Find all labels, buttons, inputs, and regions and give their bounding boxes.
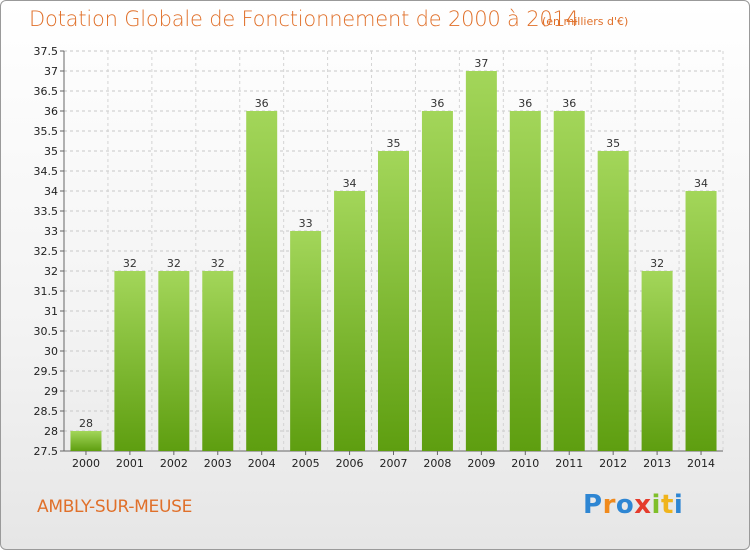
bar xyxy=(465,71,497,451)
bar xyxy=(246,111,278,451)
bars xyxy=(70,71,717,451)
bar-value-label: 34 xyxy=(343,177,357,190)
y-tick-label: 34.5 xyxy=(34,165,59,178)
bar-value-label: 35 xyxy=(606,137,620,150)
y-tick-label: 33 xyxy=(44,225,58,238)
y-tick-label: 37.5 xyxy=(34,45,59,58)
y-tick-label: 34 xyxy=(44,185,58,198)
bar-value-label: 34 xyxy=(694,177,708,190)
bar-value-label: 33 xyxy=(299,217,313,230)
y-tick-label: 32 xyxy=(44,265,58,278)
x-tick-label: 2005 xyxy=(292,457,320,470)
logo-letter: i xyxy=(673,490,684,520)
y-tick-label: 35.5 xyxy=(34,125,59,138)
bar-value-label: 32 xyxy=(211,257,225,270)
bar xyxy=(509,111,541,451)
y-tick-label: 31 xyxy=(44,305,58,318)
bar xyxy=(158,271,190,451)
x-tick-label: 2008 xyxy=(423,457,451,470)
y-tick-label: 32.5 xyxy=(34,245,59,258)
chart-title: Dotation Globale de Fonctionnement de 20… xyxy=(29,7,579,31)
bar xyxy=(202,271,234,451)
proxiti-logo[interactable]: Proxiti xyxy=(583,490,683,520)
y-tick-label: 30 xyxy=(44,345,58,358)
axes: 27.5 28 28.5 29 29.5 30 30.5 31 31.5 32 32.5 33 33.5… xyxy=(34,45,723,470)
x-tick-label: 2000 xyxy=(72,457,100,470)
data-labels: 28 32 32 32 36 33 34 35 36 37 36 36 35 32 34 xyxy=(79,57,708,430)
x-tick-label: 2007 xyxy=(380,457,408,470)
y-tick-label: 37 xyxy=(44,65,58,78)
bar xyxy=(685,191,717,451)
x-tick-label: 2002 xyxy=(160,457,188,470)
y-tick-label: 36 xyxy=(44,105,58,118)
bar-value-label: 37 xyxy=(474,57,488,70)
y-tick-label: 29.5 xyxy=(34,365,59,378)
y-tick-label: 28.5 xyxy=(34,405,59,418)
logo-letter: r xyxy=(602,490,616,520)
bar xyxy=(114,271,146,451)
y-tick-label: 28 xyxy=(44,425,58,438)
x-tick-label: 2011 xyxy=(555,457,583,470)
y-tick-label: 29 xyxy=(44,385,58,398)
bar xyxy=(378,151,409,451)
commune-name: AMBLY-SUR-MEUSE xyxy=(37,497,193,517)
bar-value-label: 36 xyxy=(430,97,444,110)
logo-letter: P xyxy=(583,490,603,520)
bar-value-label: 32 xyxy=(123,257,137,270)
y-tick-label: 30.5 xyxy=(34,325,59,338)
logo-letter: o xyxy=(615,490,635,520)
x-tick-label: 2010 xyxy=(511,457,539,470)
bar-value-label: 36 xyxy=(255,97,269,110)
bar-value-label: 28 xyxy=(79,417,93,430)
chart-subtitle: (en milliers d'€) xyxy=(542,15,629,28)
x-tick-label: 2012 xyxy=(599,457,627,470)
x-tick-label: 2009 xyxy=(467,457,495,470)
logo-letter: t xyxy=(660,490,674,520)
bar-value-label: 35 xyxy=(387,137,401,150)
bar-value-label: 32 xyxy=(650,257,664,270)
bar xyxy=(597,151,629,451)
bar xyxy=(334,191,366,451)
logo-letter: x xyxy=(634,490,652,520)
x-tick-label: 2003 xyxy=(204,457,232,470)
y-tick-label: 35 xyxy=(44,145,58,158)
bar xyxy=(70,431,102,451)
x-tick-label: 2006 xyxy=(336,457,364,470)
x-tick-label: 2013 xyxy=(643,457,671,470)
x-tick-label: 2001 xyxy=(116,457,144,470)
bar xyxy=(553,111,585,451)
bar xyxy=(421,111,453,451)
bar-value-label: 32 xyxy=(167,257,181,270)
x-tick-label: 2004 xyxy=(248,457,276,470)
bar xyxy=(290,231,322,451)
x-tick-label: 2014 xyxy=(687,457,715,470)
bar-value-label: 36 xyxy=(562,97,576,110)
logo-letter: i xyxy=(651,490,661,520)
y-tick-label: 36.5 xyxy=(34,85,59,98)
bar xyxy=(641,271,673,451)
bar-value-label: 36 xyxy=(518,97,532,110)
y-tick-label: 27.5 xyxy=(34,445,59,458)
y-tick-label: 33.5 xyxy=(34,205,59,218)
y-tick-label: 31.5 xyxy=(34,285,59,298)
